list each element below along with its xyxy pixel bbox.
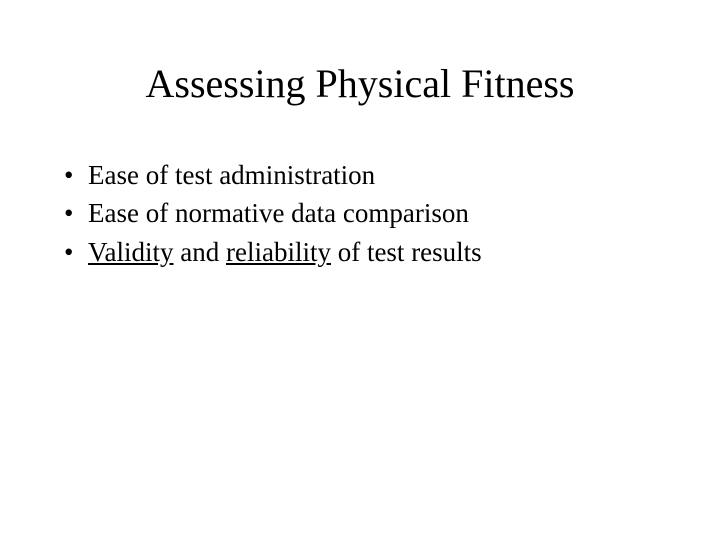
list-item: Validity and reliability of test results: [60, 234, 660, 270]
slide-container: Assessing Physical Fitness Ease of test …: [0, 0, 720, 540]
bullet-text: Ease of normative data comparison: [88, 198, 469, 228]
bullet-list: Ease of test administration Ease of norm…: [60, 157, 660, 270]
bullet-text: Ease of test administration: [88, 160, 375, 190]
list-item: Ease of normative data comparison: [60, 195, 660, 231]
bullet-text-mid: and: [174, 237, 226, 267]
underlined-term: reliability: [226, 237, 331, 267]
underlined-term: Validity: [88, 237, 174, 267]
list-item: Ease of test administration: [60, 157, 660, 193]
bullet-text-suffix: of test results: [331, 237, 482, 267]
slide-title: Assessing Physical Fitness: [90, 60, 630, 107]
